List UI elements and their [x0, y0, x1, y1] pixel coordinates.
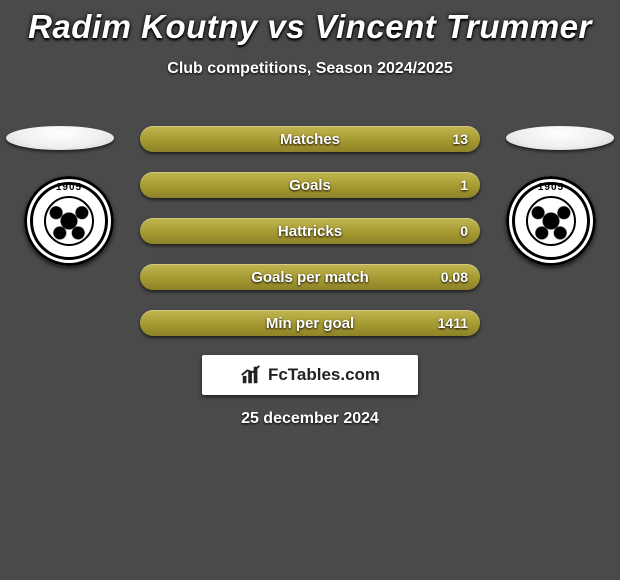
- bar-chart-icon: [240, 364, 262, 386]
- stat-right-value: 13: [440, 126, 480, 152]
- soccer-ball-icon: [526, 196, 576, 246]
- stat-right-value: 0.08: [429, 264, 480, 290]
- stat-bar: Matches 13: [140, 126, 480, 152]
- date-line: 25 december 2024: [0, 410, 620, 428]
- page-title: Radim Koutny vs Vincent Trummer: [0, 0, 620, 46]
- stat-label: Hattricks: [140, 218, 480, 244]
- stat-bar: Goals 1: [140, 172, 480, 198]
- stat-right-value: 1411: [426, 310, 480, 336]
- stat-right-value: 1: [448, 172, 480, 198]
- player-left-crest: 1905: [24, 176, 114, 266]
- brand-box[interactable]: FcTables.com: [202, 355, 418, 395]
- subtitle: Club competitions, Season 2024/2025: [0, 60, 620, 78]
- soccer-ball-icon: [44, 196, 94, 246]
- brand-text: FcTables.com: [268, 365, 380, 385]
- stat-right-value: 0: [448, 218, 480, 244]
- stat-bar: Min per goal 1411: [140, 310, 480, 336]
- player-right-crest: 1905: [506, 176, 596, 266]
- stat-label: Goals: [140, 172, 480, 198]
- stat-bar: Hattricks 0: [140, 218, 480, 244]
- stats-bars: Matches 13 Goals 1 Hattricks 0 Goals per…: [140, 126, 480, 356]
- player-left-disc: [6, 126, 114, 150]
- stat-bar: Goals per match 0.08: [140, 264, 480, 290]
- stat-label: Matches: [140, 126, 480, 152]
- player-right-disc: [506, 126, 614, 150]
